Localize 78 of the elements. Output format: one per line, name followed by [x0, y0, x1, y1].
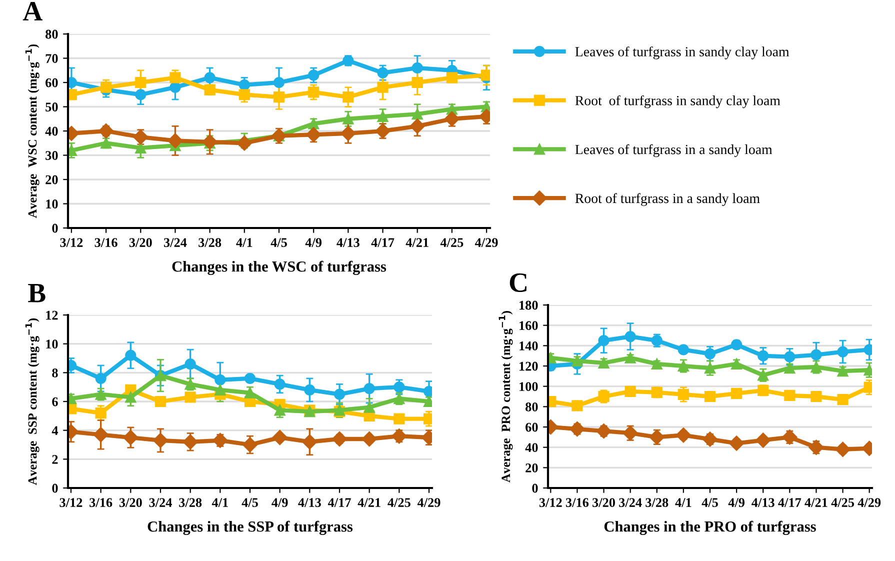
x-tick-label: 3/16 [566, 498, 589, 508]
y-tick-label: 12 [46, 310, 58, 320]
x-tick-label: 3/12 [60, 498, 82, 508]
x-tick-label: 4/29 [858, 498, 881, 508]
y-tick-label: 120 [520, 362, 538, 371]
y-tick-label: 100 [520, 382, 538, 392]
y-tick-label: 60 [46, 78, 58, 88]
y-tick-label: 0 [532, 484, 538, 493]
x-tick-label: 4/25 [440, 238, 464, 248]
x-tick-label: 3/28 [179, 498, 202, 508]
x-tick-label: 4/5 [702, 498, 718, 508]
y-tick-label: 40 [525, 443, 538, 452]
x-tick-label: 4/1 [675, 498, 692, 508]
y-tick-label: 70 [46, 54, 58, 63]
y-tick-label: 30 [46, 151, 58, 160]
x-tick-label: 4/13 [336, 238, 360, 248]
x-tick-label: 4/9 [272, 498, 288, 508]
x-tick-label: 4/1 [212, 498, 228, 508]
chart-title: A [22, 2, 42, 20]
x-axis-title: Changes in the PRO of turfgrass [604, 520, 816, 535]
x-tick-label: 4/21 [358, 498, 380, 508]
y-tick-label: 60 [526, 422, 538, 432]
x-tick-label: 4/21 [406, 238, 428, 248]
y-tick-label: 2 [52, 455, 58, 464]
y-tick-label: 10 [46, 200, 58, 208]
x-tick-label: 4/17 [328, 498, 351, 508]
x-tick-label: 4/5 [270, 238, 287, 248]
y-tick-label: 0 [52, 224, 58, 233]
y-tick-label: 80 [526, 402, 538, 412]
legend-label: Leaves of turfgrass in sandy clay loam [575, 46, 790, 60]
x-tick-label: 4/21 [804, 498, 828, 508]
x-tick-label: 3/16 [90, 498, 112, 508]
x-tick-label: 3/20 [119, 498, 142, 508]
x-tick-label: 3/20 [129, 238, 152, 248]
y-tick-label: 180 [520, 300, 538, 310]
y-tick-label: 50 [46, 102, 58, 112]
x-tick-label: 3/28 [198, 238, 222, 248]
x-tick-label: 3/12 [60, 238, 83, 248]
x-tick-label: 3/16 [94, 238, 118, 248]
y-axis-title: Average WSC content (mg·g$^{−1}$) [25, 44, 40, 218]
x-tick-label: 4/25 [831, 498, 854, 508]
x-tick-label: 4/17 [778, 498, 802, 508]
y-tick-label: 20 [526, 463, 538, 472]
legend-label: Leaves of turfgrass in a sandy loam [575, 144, 772, 158]
chart-title: B [28, 284, 46, 302]
x-tick-label: 3/24 [619, 498, 642, 508]
x-tick-label: 4/9 [305, 238, 322, 248]
x-tick-label: 4/29 [474, 238, 498, 248]
x-tick-label: 4/9 [728, 498, 745, 508]
x-tick-label: 4/13 [752, 498, 774, 508]
y-tick-label: 20 [46, 175, 58, 184]
y-axis-title: Average PRO content (mg·g$^{−1}$) [498, 311, 513, 482]
y-tick-label: 40 [45, 126, 58, 136]
y-tick-label: 8 [52, 368, 58, 378]
x-tick-label: 3/20 [592, 498, 615, 508]
x-tick-label: 3/24 [164, 238, 187, 248]
y-tick-label: 80 [46, 30, 58, 39]
x-tick-label: 4/5 [242, 498, 258, 508]
x-tick-label: 4/1 [236, 238, 252, 248]
y-tick-label: 10 [46, 340, 58, 349]
y-tick-label: 160 [520, 321, 538, 330]
x-tick-label: 4/13 [298, 498, 321, 508]
y-tick-label: 6 [52, 397, 58, 406]
y-tick-label: 4 [52, 426, 58, 435]
legend-label: Root of turfgrass in a sandy loam [575, 193, 760, 206]
y-axis-title: Average SSP content (mg·g$^{−1}$) [25, 318, 40, 486]
x-tick-label: 4/17 [371, 238, 394, 248]
x-tick-label: 3/12 [539, 498, 562, 508]
x-tick-label: 4/25 [388, 498, 410, 508]
x-tick-label: 3/28 [646, 498, 668, 508]
x-tick-label: 4/29 [417, 498, 440, 508]
chart-title: C [510, 273, 526, 292]
x-tick-label: 3/24 [149, 498, 172, 508]
y-tick-label: 140 [520, 341, 538, 350]
x-axis-title: Changes in the SSP of turfgrass [148, 520, 353, 535]
legend-label: Root of turfgrass in sandy clay loam [575, 95, 780, 108]
x-axis-title: Changes in the WSC of turfgrass [172, 260, 386, 275]
y-tick-label: 0 [52, 484, 58, 493]
